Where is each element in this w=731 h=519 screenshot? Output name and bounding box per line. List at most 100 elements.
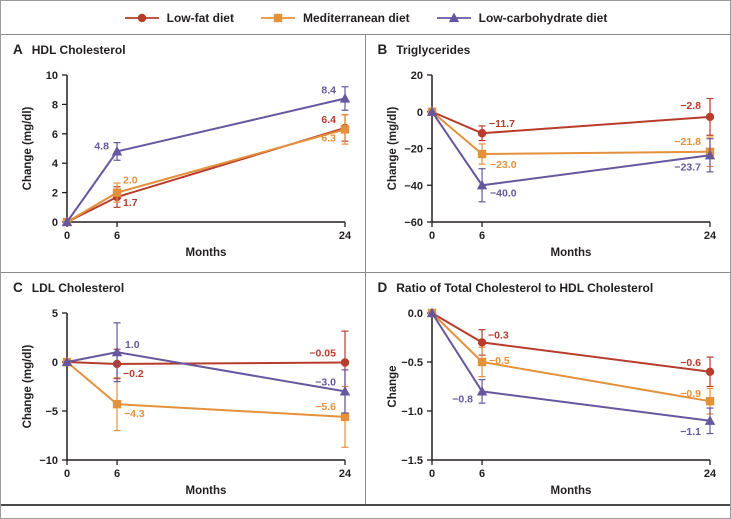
- data-label: 2.0: [123, 175, 138, 187]
- data-label: −3.0: [315, 376, 336, 388]
- circle-marker-icon: [137, 13, 146, 22]
- data-label: 8.4: [321, 85, 336, 97]
- triangle-marker-icon: [704, 415, 715, 425]
- data-label: −2.8: [680, 100, 701, 112]
- y-tick-label: 0: [52, 357, 58, 369]
- triangle-marker-icon: [111, 146, 123, 156]
- data-label: −0.9: [680, 388, 701, 400]
- series-line: [430, 312, 710, 403]
- data-label: −0.5: [489, 355, 510, 367]
- x-tick-label: 0: [428, 468, 434, 480]
- panel-name: Ratio of Total Cholesterol to HDL Choles…: [396, 281, 654, 295]
- data-label: −23.7: [674, 161, 701, 173]
- y-tick-label: −20: [404, 144, 423, 156]
- x-axis-title: Months: [186, 247, 227, 259]
- x-tick-label: 24: [339, 468, 352, 480]
- y-tick-label: −60: [404, 217, 423, 229]
- y-axis-title: Change (mg/dl): [22, 106, 34, 190]
- legend-item: Low-carbohydrate diet: [436, 10, 608, 25]
- y-tick-label: 2: [52, 188, 58, 200]
- x-tick-label: 24: [339, 230, 352, 242]
- circle-marker-icon: [705, 367, 714, 376]
- panel-ldl-cholesterol: C LDL Cholesterol 5 0 −5 −10 0 6 24 Change (mg/d…: [1, 273, 366, 504]
- data-label: −5.6: [315, 401, 336, 413]
- triangle-marker-icon: [476, 179, 487, 190]
- data-label: −40.0: [490, 187, 517, 199]
- hdl-cholesterol-plot: 10 8 6 4 2 00 6 24 Change (mg/dl) Months 1.7 6.4 2.0…: [22, 70, 352, 259]
- square-marker-icon: [112, 188, 122, 197]
- panel-row-bottom: C LDL Cholesterol 5 0 −5 −10 0 6 24 Change (mg/d…: [1, 273, 730, 504]
- data-label: −23.0: [490, 159, 517, 171]
- triglycerides-plot: 20 0 −20 −40 −60 0 6 24 Change (mg/dl) Months −11.…: [387, 70, 717, 259]
- panel-name: LDL Cholesterol: [31, 281, 125, 295]
- data-label: −0.05: [309, 347, 336, 359]
- data-label: −0.2: [123, 368, 144, 380]
- square-marker-icon: [705, 397, 714, 406]
- y-tick-label: −40: [404, 180, 423, 192]
- y-tick-label: −5: [45, 406, 58, 418]
- chart-legend: Low-fat diet Mediterranean diet Low-carboh…: [1, 1, 730, 35]
- x-tick-label: 0: [64, 230, 70, 242]
- x-tick-label: 24: [703, 230, 716, 242]
- circle-legend-marker-icon: [124, 13, 159, 22]
- legend-item: Low-fat diet: [124, 11, 234, 25]
- x-tick-label: 6: [114, 468, 120, 480]
- panel-title: D Ratio of Total Cholesterol to HDL Chole…: [366, 273, 731, 295]
- triangle-legend-marker-icon: [436, 12, 471, 22]
- legend-label: Low-carbohydrate diet: [478, 10, 608, 25]
- series-line: [66, 97, 346, 223]
- data-label: −11.7: [489, 118, 515, 130]
- panel-letter: B: [377, 42, 388, 57]
- figure-bottom-strip: [1, 506, 730, 518]
- triangle-marker-icon: [426, 307, 437, 318]
- circle-marker-icon: [477, 338, 486, 347]
- axes: [66, 313, 345, 461]
- circle-marker-icon: [477, 129, 486, 138]
- y-tick-label: 10: [46, 70, 58, 82]
- legend-item: Mediterranean diet: [260, 11, 410, 25]
- x-axis-title: Months: [186, 485, 227, 497]
- data-label: −4.3: [124, 408, 145, 420]
- data-label: −21.8: [674, 136, 701, 148]
- data-label: −0.3: [488, 329, 509, 341]
- y-tick-label: 0.0: [407, 308, 422, 320]
- series-line: [431, 110, 710, 135]
- panel-title: B Triglycerides: [366, 35, 731, 57]
- panel-title: C LDL Cholesterol: [1, 273, 365, 295]
- data-label: 1.0: [125, 339, 140, 351]
- square-marker-icon: [340, 125, 350, 134]
- x-tick-label: 24: [703, 468, 716, 480]
- y-tick-label: −10: [39, 455, 58, 467]
- panel-letter: C: [13, 280, 23, 295]
- x-tick-label: 6: [478, 230, 484, 242]
- panel-title: A HDL Cholesterol: [1, 35, 365, 57]
- triangle-marker-icon: [61, 356, 73, 367]
- axes: [430, 313, 710, 461]
- triangle-marker-icon: [111, 346, 123, 357]
- total-hdl-ratio-plot: 0.0 −0.5 −1.0 −1.5 0 6 24 Change Months −0.3 −0.6 −…: [387, 307, 716, 497]
- y-tick-label: −1.5: [401, 455, 423, 467]
- x-tick-label: 0: [64, 468, 70, 480]
- y-tick-label: 20: [410, 70, 422, 82]
- panel-triglycerides: B Triglycerides 20 0 −20 −40 −60 0 6 24 Change (m…: [365, 35, 731, 273]
- triangle-marker-icon: [704, 149, 715, 160]
- panel-hdl-cholesterol: A HDL Cholesterol 10 8 6 4 2 0 0 6 24 Change (mg/d…: [1, 35, 366, 273]
- data-label: −0.6: [680, 357, 701, 369]
- x-tick-label: 0: [428, 230, 434, 242]
- square-marker-icon: [112, 399, 122, 409]
- panel-letter: A: [13, 42, 23, 57]
- y-tick-label: −1.0: [401, 406, 423, 418]
- series-line: [430, 110, 710, 156]
- triangle-marker-icon: [339, 93, 351, 103]
- panel-name: HDL Cholesterol: [31, 43, 126, 57]
- square-marker-icon: [340, 412, 350, 422]
- panel-letter: D: [377, 280, 388, 295]
- x-axis-title: Months: [550, 485, 591, 497]
- y-axis-title: Change: [387, 365, 399, 407]
- y-axis-title: Change (mg/dl): [22, 344, 34, 428]
- data-label: 1.7: [123, 197, 138, 209]
- axes: [430, 75, 710, 223]
- figure-bottom-rule: [1, 504, 730, 506]
- triangle-marker-icon: [426, 106, 437, 116]
